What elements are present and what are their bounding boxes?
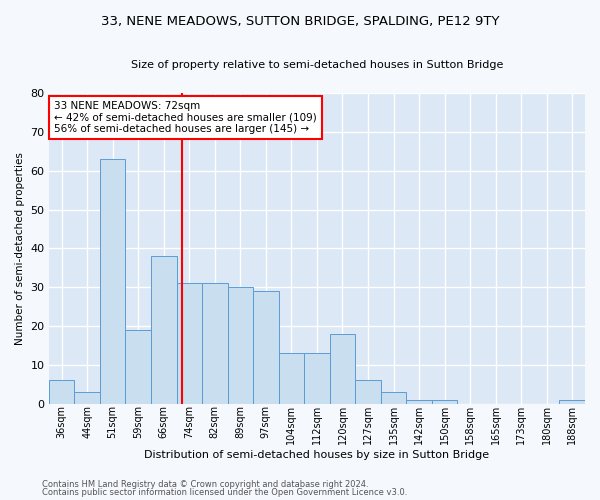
Bar bbox=[432, 400, 457, 404]
Bar bbox=[278, 353, 304, 404]
Bar bbox=[406, 400, 432, 404]
Bar bbox=[329, 334, 355, 404]
Bar bbox=[381, 392, 406, 404]
Text: 33, NENE MEADOWS, SUTTON BRIDGE, SPALDING, PE12 9TY: 33, NENE MEADOWS, SUTTON BRIDGE, SPALDIN… bbox=[101, 15, 499, 28]
Bar bbox=[74, 392, 100, 404]
Bar bbox=[125, 330, 151, 404]
Bar bbox=[227, 287, 253, 404]
Bar bbox=[49, 380, 74, 404]
X-axis label: Distribution of semi-detached houses by size in Sutton Bridge: Distribution of semi-detached houses by … bbox=[145, 450, 490, 460]
Bar bbox=[202, 284, 227, 404]
Bar bbox=[100, 159, 125, 404]
Text: Contains HM Land Registry data © Crown copyright and database right 2024.: Contains HM Land Registry data © Crown c… bbox=[42, 480, 368, 489]
Text: Contains public sector information licensed under the Open Government Licence v3: Contains public sector information licen… bbox=[42, 488, 407, 497]
Bar bbox=[176, 284, 202, 404]
Text: 33 NENE MEADOWS: 72sqm
← 42% of semi-detached houses are smaller (109)
56% of se: 33 NENE MEADOWS: 72sqm ← 42% of semi-det… bbox=[54, 101, 317, 134]
Bar bbox=[151, 256, 176, 404]
Bar bbox=[253, 291, 278, 404]
Y-axis label: Number of semi-detached properties: Number of semi-detached properties bbox=[15, 152, 25, 345]
Title: Size of property relative to semi-detached houses in Sutton Bridge: Size of property relative to semi-detach… bbox=[131, 60, 503, 70]
Bar bbox=[559, 400, 585, 404]
Bar bbox=[355, 380, 381, 404]
Bar bbox=[304, 353, 329, 404]
